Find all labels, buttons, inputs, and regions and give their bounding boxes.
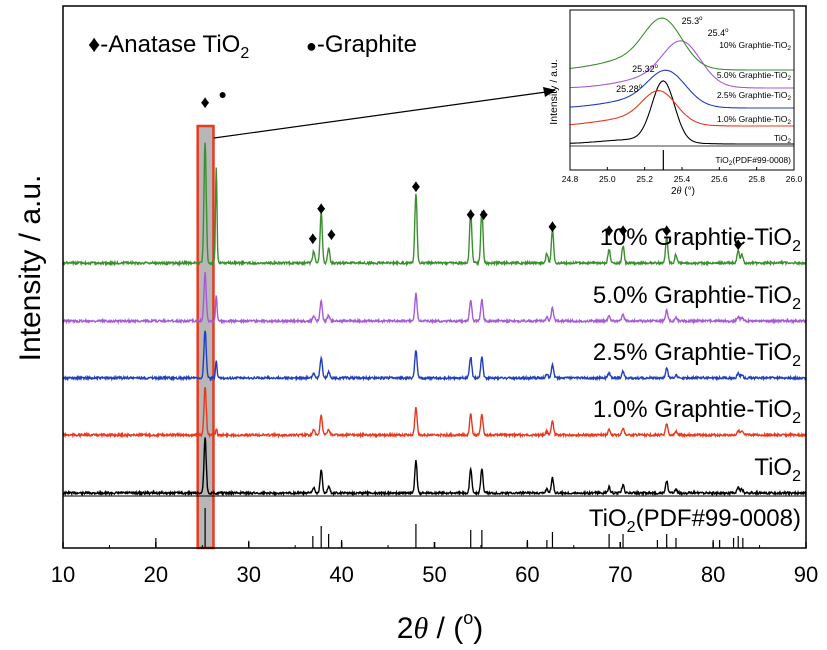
inset-y-axis-label: Intensity / a.u.	[548, 59, 560, 124]
x-tick-label: 40	[329, 562, 353, 587]
series-line	[62, 330, 807, 382]
inset-x-tick-label: 25.2	[636, 174, 653, 184]
x-tick-label: 50	[422, 562, 446, 587]
series-line	[62, 271, 807, 325]
x-axis-label: 2θ / (o)	[397, 608, 483, 645]
inset-series-line	[569, 80, 794, 145]
inset-x-tick-label: 24.8	[562, 174, 579, 184]
series-label: 5.0% Graphtie-TiO2	[593, 282, 801, 313]
y-axis-label: Intensity / a.u.	[14, 175, 47, 362]
series-label: 2.5% Graphtie-TiO2	[593, 339, 801, 370]
series-label: TiO2	[754, 454, 801, 485]
inset-series-labels: TiO2 1.0% Graphtie-TiO2 2.5% Graphtie-TiO2…	[715, 40, 791, 167]
series-lines	[62, 142, 807, 497]
inset-series-line	[569, 40, 794, 89]
inset-series-line	[569, 17, 794, 71]
inset-series-label: TiO2	[774, 133, 791, 145]
graphite-marker: ●	[219, 86, 227, 102]
anatase-marker: ♦	[327, 224, 336, 244]
anatase-marker: ♦	[201, 92, 210, 112]
anatase-marker: ♦	[308, 228, 317, 248]
anatase-marker: ♦	[466, 204, 475, 224]
legend-graphite: ●-Graphite	[306, 31, 417, 58]
anatase-marker: ♦	[479, 204, 488, 224]
x-tick-label: 30	[237, 562, 261, 587]
inset-x-tick-label: 25.4	[674, 174, 691, 184]
series-line	[62, 437, 807, 497]
inset-x-tick-label: 25.8	[748, 174, 765, 184]
inset-reference-label: TiO2(PDF#99-0008)	[715, 155, 791, 167]
anatase-marker: ♦	[548, 216, 557, 236]
reference-label: TiO2(PDF#99-0008)	[589, 505, 801, 536]
x-tick-label: 80	[701, 562, 725, 587]
anatase-marker: ♦	[618, 220, 627, 240]
inset-plot: 24.8 25.0 25.2 25.4 25.6 25.8 26.0 TiO2 1.0% Gr…	[548, 8, 803, 197]
series-line	[62, 142, 807, 267]
inset-annotation: 25.4o	[708, 28, 730, 38]
inset-series-lines	[569, 17, 794, 145]
anatase-marker: ♦	[411, 176, 420, 196]
x-tick-label: 90	[794, 562, 818, 587]
x-axis-ticks: 10 20 30 40 50 60 70 80 90	[51, 542, 818, 587]
inset-series-label: 5.0% Graphtie-TiO2	[717, 70, 792, 82]
series-label: 1.0% Graphtie-TiO2	[593, 396, 801, 427]
inset-annotation: 25.32o	[632, 64, 659, 74]
inset-series-label: 2.5% Graphtie-TiO2	[717, 90, 792, 102]
inset-annotations: 25.28o 25.32o 25.3o 25.4o	[616, 16, 729, 94]
x-tick-label: 20	[144, 562, 168, 587]
inset-annotation: 25.3o	[682, 16, 704, 26]
x-tick-label: 10	[51, 562, 75, 587]
legend-anatase: ♦-Anatase TiO2	[88, 31, 249, 62]
inset-series-label: 10% Graphtie-TiO2	[719, 40, 791, 52]
main-plot: 10 20 30 40 50 60 70 80 90 ♦♦♦♦♦♦ ♦♦ ♦ ♦ ♦♦● TiO21.0…	[14, 5, 818, 645]
inset-x-tick-label: 25.0	[599, 174, 616, 184]
inset-x-tick-label: 25.6	[711, 174, 728, 184]
inset-background	[566, 8, 798, 170]
inset-annotation: 25.28o	[616, 84, 643, 94]
inset-series-label: 1.0% Graphtie-TiO2	[717, 114, 792, 126]
zoom-arrow	[213, 91, 547, 139]
anatase-marker: ♦	[662, 220, 671, 240]
peak-markers: ♦♦♦♦♦♦ ♦♦ ♦ ♦ ♦♦●	[201, 86, 743, 254]
zoom-arrow-head	[543, 87, 556, 97]
x-tick-label: 70	[608, 562, 632, 587]
anatase-marker: ♦	[734, 234, 743, 254]
x-tick-label: 60	[515, 562, 539, 587]
inset-x-ticks: 24.8 25.0 25.2 25.4 25.6 25.8 26.0	[562, 145, 803, 184]
series-line	[62, 386, 807, 439]
series-label: 10% Graphtie-TiO2	[600, 224, 802, 255]
inset-series-line	[569, 90, 794, 127]
inset-x-axis-label: 2θ (°)	[671, 186, 695, 197]
series-labels: TiO2 1.0% Graphtie-TiO2 2.5% Graphtie-TiO2…	[589, 224, 801, 536]
anatase-marker: ♦	[605, 220, 614, 240]
anatase-marker: ♦	[317, 198, 326, 218]
inset-series-line	[569, 69, 794, 109]
inset-x-tick-label: 26.0	[786, 174, 803, 184]
